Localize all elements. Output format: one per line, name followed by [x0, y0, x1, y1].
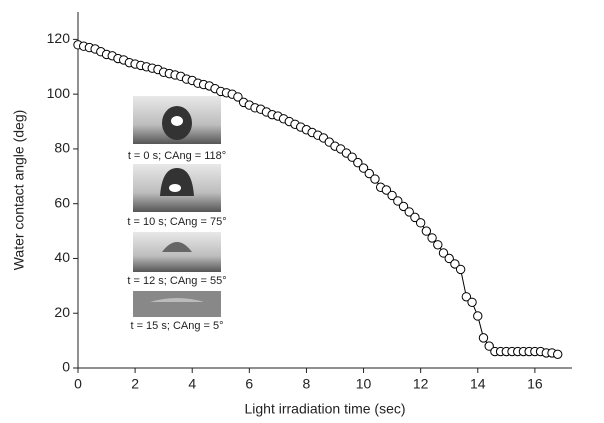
data-point	[473, 311, 483, 321]
x-tick-label: 12	[413, 376, 429, 392]
data-point	[450, 259, 460, 269]
data-point	[455, 264, 466, 275]
data-point	[393, 196, 403, 206]
data-point	[433, 240, 443, 250]
annotation: t = 15 s; CAng = 5°	[130, 320, 223, 332]
data-point	[381, 185, 392, 195]
data-point	[364, 168, 374, 179]
x-tick-label: 8	[303, 376, 311, 392]
x-tick-label: 10	[356, 376, 372, 392]
data-point	[415, 218, 426, 228]
y-tick-label: 20	[54, 304, 70, 320]
inset-images	[133, 96, 221, 317]
data-point	[353, 157, 363, 168]
y-axis-label: Water contact angle (deg)	[11, 110, 27, 271]
x-tick-label: 0	[74, 376, 82, 392]
annotation: t = 12 s; CAng = 55°	[127, 275, 226, 287]
y-tick-label: 60	[54, 194, 70, 210]
x-tick-label: 4	[188, 376, 196, 392]
data-point	[427, 233, 437, 243]
annotation: t = 10 s; CAng = 75°	[127, 216, 226, 228]
data-point	[553, 349, 563, 360]
x-tick-label: 6	[245, 376, 253, 392]
data-point	[404, 207, 414, 217]
data-point	[370, 174, 380, 184]
y-tick-label: 100	[47, 85, 71, 101]
x-axis-label: Light irradiation time (sec)	[244, 401, 405, 417]
x-tick-label: 14	[470, 376, 486, 392]
y-tick-label: 80	[54, 140, 70, 156]
data-point	[410, 212, 420, 223]
data-point	[421, 226, 432, 236]
data-point	[438, 248, 449, 258]
data-point	[467, 297, 477, 307]
y-tick-label: 0	[62, 359, 70, 375]
y-tick-label: 120	[47, 30, 71, 46]
data-point	[358, 163, 369, 173]
x-tick-label: 16	[527, 376, 543, 392]
y-tick-label: 40	[54, 249, 70, 265]
x-tick-label: 2	[131, 376, 139, 392]
data-point	[478, 333, 489, 343]
data-point	[461, 292, 472, 302]
data-point	[484, 341, 494, 351]
data-point	[387, 190, 397, 201]
data-point	[233, 92, 243, 102]
data-point	[444, 253, 454, 264]
data-point	[398, 201, 409, 212]
data-point	[347, 152, 357, 162]
annotation: t = 0 s; CAng = 118°	[128, 150, 226, 162]
